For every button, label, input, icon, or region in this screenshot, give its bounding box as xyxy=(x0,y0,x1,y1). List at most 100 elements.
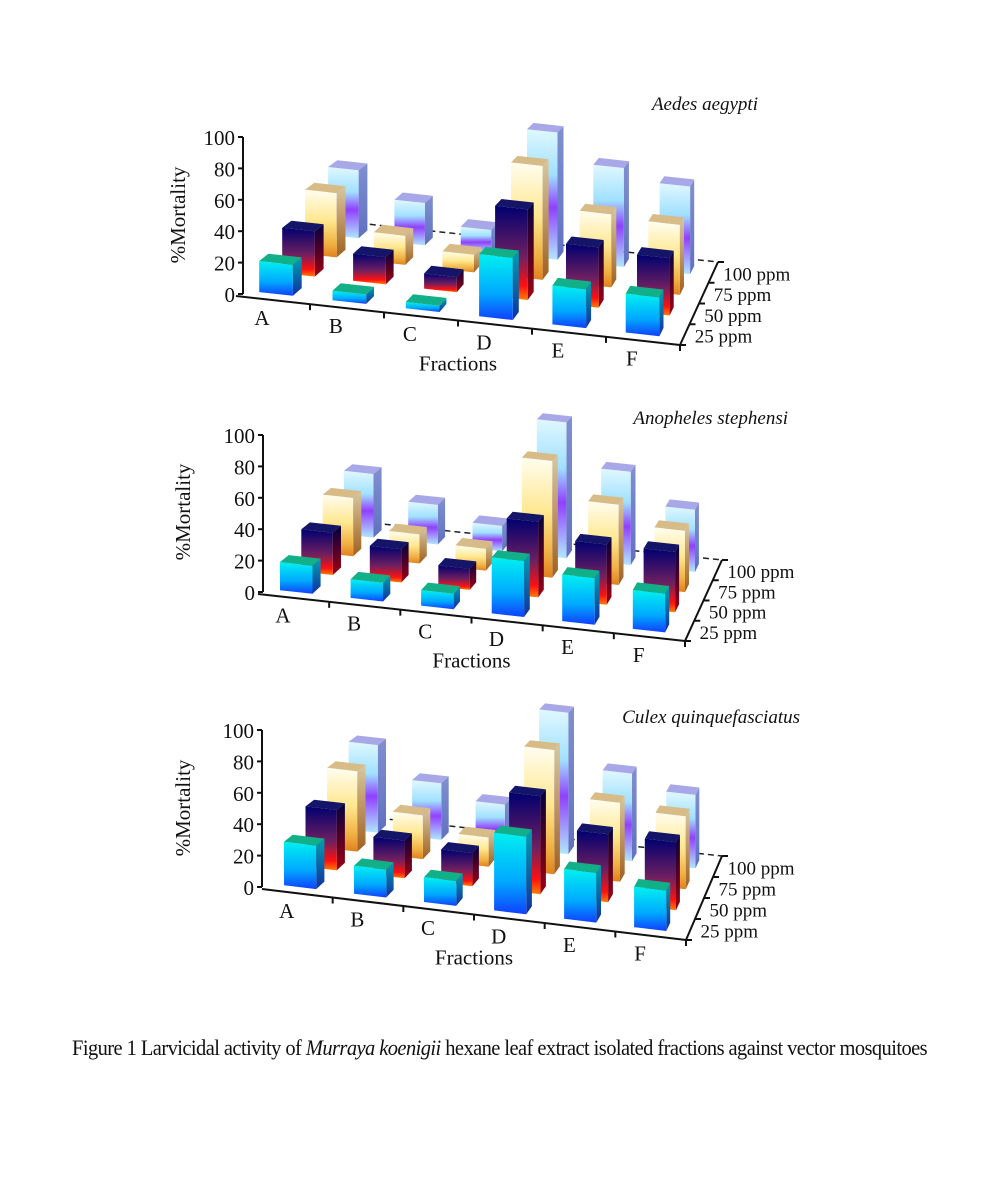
bar-C-50-ppm xyxy=(438,558,477,590)
chart-2: 0 20 40 60 80 100 %Mortality A B C D E F Fractions 25 … xyxy=(171,408,795,673)
bar-side-face xyxy=(659,289,664,337)
figure-caption: Figure 1 Larvicidal activity of Murraya … xyxy=(72,1037,928,1059)
bar-side-face xyxy=(526,829,532,915)
bar-side-face xyxy=(586,281,592,329)
bar-front-face xyxy=(405,302,440,312)
bar-B-50-ppm xyxy=(353,246,394,285)
bar-front-face xyxy=(491,557,525,617)
bar-side-face xyxy=(316,838,325,890)
bar-D-25-ppm xyxy=(494,825,532,915)
x-tick-label: D xyxy=(491,924,506,948)
bar-top-face xyxy=(455,538,493,549)
y-tick-label: 60 xyxy=(233,782,254,806)
bar-top-face xyxy=(472,515,509,526)
bar-C-50-ppm xyxy=(441,842,479,887)
bar-top-face xyxy=(593,157,629,168)
bar-top-face xyxy=(392,804,431,816)
bar-top-face xyxy=(644,831,680,843)
bar-C-75-ppm xyxy=(442,243,481,273)
bar-top-face xyxy=(354,858,394,870)
bar-side-face xyxy=(566,416,572,559)
bar-top-face xyxy=(373,224,414,236)
bar-side-face xyxy=(679,217,684,295)
bar-side-face xyxy=(404,833,412,879)
y-tick-label: 20 xyxy=(214,252,235,276)
chart-title: Culex quinquefasciatus xyxy=(622,707,800,728)
bar-side-face xyxy=(441,776,449,840)
depth-tick-label: 25 ppm xyxy=(695,327,753,348)
bar-side-face xyxy=(332,525,341,575)
bar-side-face xyxy=(472,845,479,887)
bar-side-face xyxy=(690,179,695,275)
bar-front-face xyxy=(369,545,402,583)
bar-side-face xyxy=(630,465,636,566)
bar-E-25-ppm xyxy=(562,567,600,625)
y-axis-label: %Mortality xyxy=(166,166,190,263)
bar-side-face xyxy=(552,454,558,578)
bar-top-face xyxy=(259,253,302,265)
bar-top-face xyxy=(479,246,519,258)
bar-side-face xyxy=(665,586,670,633)
chart-title: Aedes aegypti xyxy=(650,94,758,115)
bar-side-face xyxy=(373,467,382,538)
bar-top-face xyxy=(562,567,600,578)
bar-top-face xyxy=(602,763,637,774)
bar-top-face xyxy=(625,285,664,298)
bar-top-face xyxy=(509,785,546,797)
bar-side-face xyxy=(385,249,394,285)
bar-side-face xyxy=(596,865,601,923)
bar-F-25-ppm xyxy=(632,582,670,633)
chart-title: Anopheles stephensi xyxy=(631,408,788,429)
bar-top-face xyxy=(301,522,341,533)
y-tick-label: 0 xyxy=(245,581,256,605)
bar-E-25-ppm xyxy=(564,861,601,923)
depth-tick-label: 100 ppm xyxy=(723,264,790,285)
bar-side-face xyxy=(685,523,689,593)
y-axis-label: %Mortality xyxy=(171,463,195,560)
x-tick-label: E xyxy=(563,933,576,957)
bar-A-25-ppm xyxy=(259,253,302,296)
bar-side-face xyxy=(366,286,374,304)
bar-side-face xyxy=(358,163,368,239)
bar-side-face xyxy=(540,789,546,895)
bar-side-face xyxy=(676,834,680,911)
bar-top-face xyxy=(552,277,592,290)
bar-top-face xyxy=(634,878,671,891)
bar-side-face xyxy=(383,575,391,602)
bar-side-face xyxy=(666,882,671,931)
y-tick-label: 100 xyxy=(223,719,255,743)
bar-front-face xyxy=(353,253,386,285)
bar-F-25-ppm xyxy=(634,878,671,931)
x-axis-label: Fractions xyxy=(432,649,510,673)
bar-front-face xyxy=(284,841,317,890)
x-tick-label: A xyxy=(254,306,270,330)
bar-F-25-ppm xyxy=(625,285,664,337)
bar-B-50-ppm xyxy=(373,829,412,879)
bar-top-face xyxy=(589,792,625,803)
bar-top-face xyxy=(305,799,345,810)
bar-side-face xyxy=(312,558,321,594)
bar-top-face xyxy=(424,265,464,278)
bar-top-face xyxy=(369,538,409,550)
depth-tick-label: 75 ppm xyxy=(718,582,776,603)
x-tick-label: A xyxy=(275,604,291,628)
bar-A-25-ppm xyxy=(280,555,321,594)
bar-side-face xyxy=(620,795,625,882)
bar-side-face xyxy=(353,491,362,557)
bar-top-face xyxy=(348,735,386,746)
bar-side-face xyxy=(419,527,427,564)
bar-top-face xyxy=(494,825,532,837)
bar-side-face xyxy=(292,257,302,296)
bar-side-face xyxy=(437,497,446,545)
bar-front-face xyxy=(564,869,597,923)
bar-side-face xyxy=(405,228,414,265)
bar-B-100-ppm xyxy=(408,494,446,545)
bar-top-face xyxy=(441,842,479,854)
x-tick-label: F xyxy=(633,643,645,667)
x-tick-label: F xyxy=(634,941,646,965)
depth-tick-label: 50 ppm xyxy=(704,306,762,327)
bar-top-face xyxy=(280,555,321,566)
bar-front-face xyxy=(424,273,457,293)
bar-top-face xyxy=(588,494,624,505)
bar-top-face xyxy=(328,160,368,171)
